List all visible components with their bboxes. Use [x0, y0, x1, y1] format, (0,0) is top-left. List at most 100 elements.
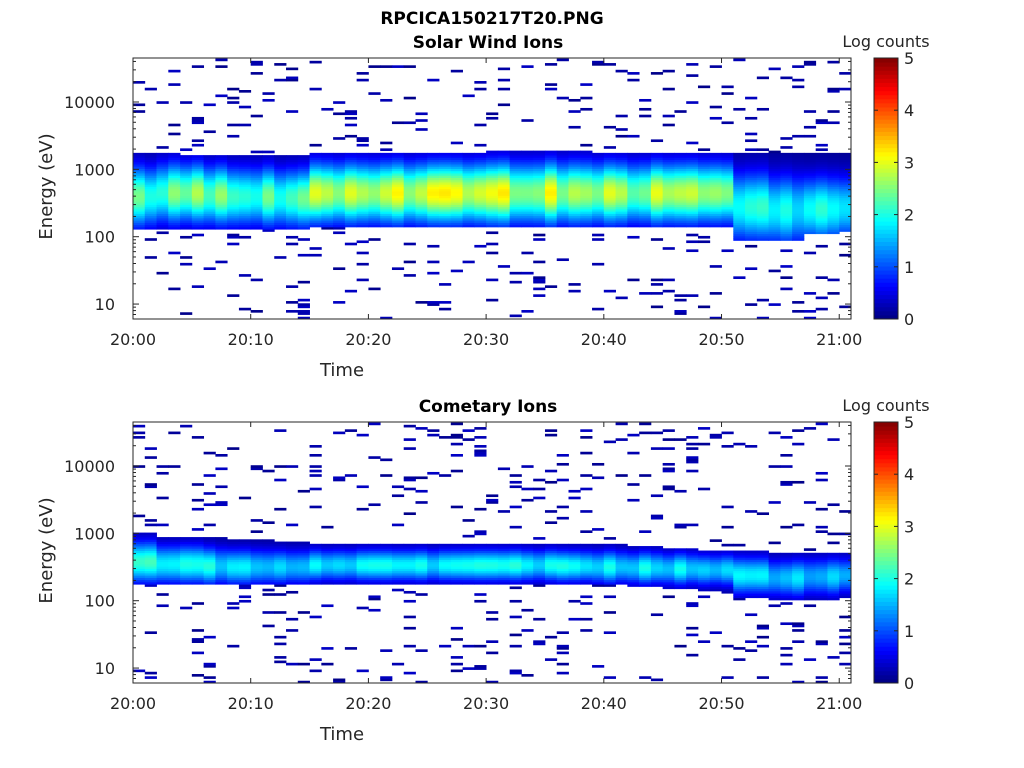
heatmap-cell	[133, 559, 146, 563]
heatmap-cell	[650, 555, 664, 558]
heatmap-cell	[697, 186, 711, 190]
heatmap-cell	[803, 577, 817, 581]
heatmap-cell	[486, 498, 499, 502]
heatmap-cell	[427, 564, 440, 567]
heatmap-cell	[674, 186, 687, 190]
heatmap-cell	[427, 548, 440, 551]
heatmap-cell	[238, 541, 252, 545]
heatmap-cell	[168, 226, 181, 230]
heatmap-cell	[568, 161, 581, 165]
heatmap-cell	[368, 191, 381, 194]
heatmap-cell	[133, 220, 146, 223]
heatmap-cell	[486, 150, 499, 154]
heatmap-cell	[792, 200, 805, 203]
heatmap-cell	[286, 285, 299, 288]
heatmap-cell	[297, 316, 310, 320]
heatmap-cell	[756, 233, 770, 237]
heatmap-cell	[745, 267, 758, 271]
heatmap-cell	[250, 548, 263, 551]
heatmap-cell	[333, 217, 346, 221]
heatmap-cell	[568, 191, 581, 194]
heatmap-cell	[144, 224, 157, 228]
heatmap-cell	[439, 152, 452, 156]
heatmap-cell	[686, 217, 699, 221]
heatmap-cell	[662, 175, 675, 178]
heatmap-cell	[674, 184, 687, 187]
heatmap-cell	[250, 564, 263, 567]
heatmap-cell	[439, 474, 452, 477]
heatmap-cell	[297, 489, 310, 493]
colorbar-swatch	[874, 217, 898, 222]
heatmap-cell	[568, 220, 581, 223]
heatmap-cell	[580, 161, 593, 165]
heatmap-cell	[768, 579, 781, 583]
heatmap-cell	[674, 557, 687, 560]
heatmap-cell	[603, 184, 616, 187]
heatmap-cell	[756, 595, 770, 599]
heatmap-cell	[168, 572, 181, 576]
heatmap-cell	[721, 195, 734, 199]
heatmap-cell	[215, 58, 228, 62]
heatmap-cell	[403, 182, 416, 185]
heatmap-cell	[815, 191, 828, 194]
heatmap-cell	[486, 116, 499, 120]
heatmap-cell	[286, 301, 299, 304]
heatmap-cell	[203, 168, 216, 172]
heatmap-cell	[592, 173, 605, 176]
heatmap-cell	[733, 575, 746, 578]
heatmap-cell	[274, 78, 287, 82]
heatmap-cell	[344, 546, 358, 549]
heatmap-cell	[486, 195, 499, 199]
heatmap-cell	[803, 179, 817, 183]
colorbar-tick-label: 1	[904, 258, 914, 277]
heatmap-cell	[274, 159, 287, 163]
heatmap-cell	[380, 166, 393, 169]
heatmap-cell	[321, 195, 334, 199]
heatmap-cell	[709, 168, 722, 172]
heatmap-cell	[462, 557, 475, 560]
heatmap-cell	[356, 202, 369, 205]
heatmap-cell	[333, 224, 346, 228]
heatmap-cell	[639, 175, 652, 178]
heatmap-cell	[674, 157, 687, 160]
heatmap-cell	[427, 577, 440, 581]
heatmap-cell	[615, 572, 628, 576]
heatmap-cell	[721, 202, 734, 205]
heatmap-cell	[474, 202, 487, 205]
heatmap-cell	[686, 602, 699, 605]
heatmap-cell	[780, 222, 793, 226]
heatmap-cell	[721, 204, 734, 208]
heatmap-cell	[627, 186, 640, 190]
heatmap-cell	[368, 557, 381, 560]
heatmap-cell	[580, 581, 593, 585]
heatmap-cell	[344, 179, 358, 183]
heatmap-cell	[427, 220, 440, 223]
heatmap-cell	[333, 680, 346, 684]
heatmap-cell	[780, 191, 793, 194]
colorbar-swatch	[874, 528, 898, 533]
heatmap-cell	[286, 559, 299, 563]
heatmap-cell	[156, 555, 169, 558]
heatmap-cell	[733, 658, 746, 661]
colorbar-swatch	[874, 503, 898, 509]
heatmap-cell	[333, 191, 346, 194]
heatmap-cell	[450, 197, 463, 201]
heatmap-cell	[309, 487, 322, 491]
heatmap-cell	[144, 161, 157, 165]
heatmap-cell	[238, 220, 252, 223]
heatmap-cell	[780, 597, 793, 601]
heatmap-cell	[839, 615, 852, 619]
heatmap-cell	[650, 447, 664, 450]
heatmap-cell	[792, 175, 805, 178]
heatmap-cell	[662, 179, 675, 183]
heatmap-cell	[709, 65, 722, 68]
colorbar-swatch	[874, 605, 898, 611]
heatmap-cell	[721, 584, 734, 587]
heatmap-cell	[403, 478, 416, 482]
heatmap-cell	[380, 161, 393, 165]
heatmap-cell	[309, 224, 322, 228]
heatmap-cell	[462, 644, 475, 648]
heatmap-cell	[544, 568, 558, 572]
heatmap-cell	[274, 197, 287, 201]
heatmap-cell	[709, 550, 722, 554]
